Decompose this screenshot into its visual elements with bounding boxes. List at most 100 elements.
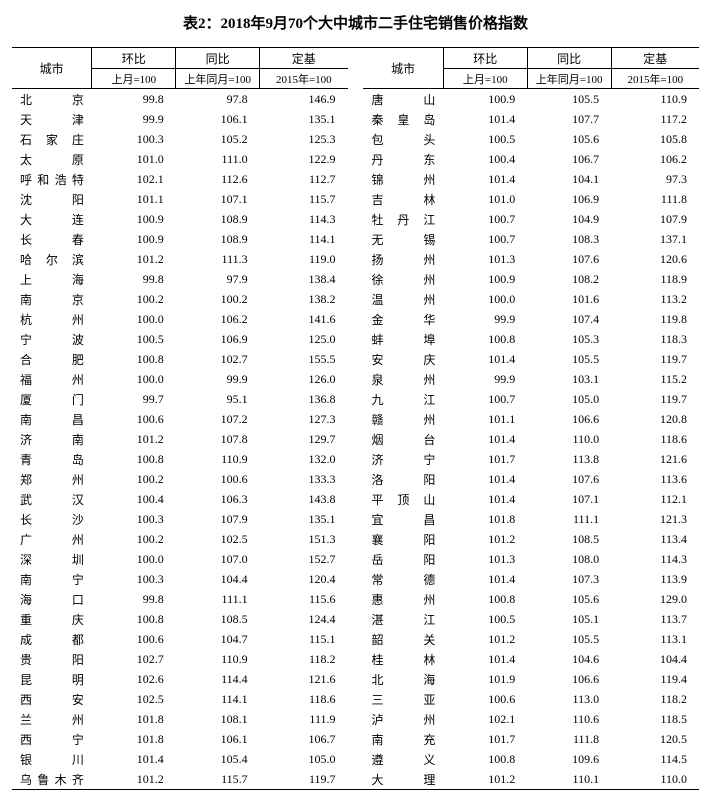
yoy-cell: 106.6 (527, 409, 611, 429)
yoy-cell: 114.4 (176, 669, 260, 689)
mom-cell: 100.9 (443, 89, 527, 110)
city-cell: 西 宁 (12, 729, 92, 749)
mom-cell: 99.9 (92, 109, 176, 129)
base-cell: 110.9 (611, 89, 699, 110)
base-cell: 118.2 (260, 649, 348, 669)
city-cell: 贵 阳 (12, 649, 92, 669)
mom-cell: 101.1 (443, 409, 527, 429)
city-cell: 昆 明 (12, 669, 92, 689)
yoy-cell: 102.5 (176, 529, 260, 549)
table-row: 沈 阳101.1107.1115.7吉 林101.0106.9111.8 (12, 189, 699, 209)
base-cell: 135.1 (260, 109, 348, 129)
table-row: 海 口99.8111.1115.6惠 州100.8105.6129.0 (12, 589, 699, 609)
base-cell: 138.4 (260, 269, 348, 289)
header-mom-right: 环比 (443, 48, 527, 69)
mom-cell: 100.5 (443, 609, 527, 629)
city-cell: 长 沙 (12, 509, 92, 529)
header-city-right: 城市 (363, 48, 443, 89)
table-row: 厦 门99.795.1136.8九 江100.7105.0119.7 (12, 389, 699, 409)
table-row: 南 昌100.6107.2127.3赣 州101.1106.6120.8 (12, 409, 699, 429)
table-title: 表2：2018年9月70个大中城市二手住宅销售价格指数 (12, 12, 699, 33)
city-cell: 大 理 (363, 769, 443, 790)
mom-cell: 101.2 (92, 769, 176, 790)
base-cell: 155.5 (260, 349, 348, 369)
mom-cell: 100.0 (92, 369, 176, 389)
yoy-cell: 99.9 (176, 369, 260, 389)
yoy-cell: 107.9 (176, 509, 260, 529)
mom-cell: 101.3 (443, 249, 527, 269)
yoy-cell: 111.8 (527, 729, 611, 749)
table-row: 武 汉100.4106.3143.8平 顶 山101.4107.1112.1 (12, 489, 699, 509)
city-cell: 襄 阳 (363, 529, 443, 549)
header-base-right: 定基 (611, 48, 699, 69)
yoy-cell: 108.2 (527, 269, 611, 289)
base-cell: 114.5 (611, 749, 699, 769)
table-row: 南 京100.2100.2138.2温 州100.0101.6113.2 (12, 289, 699, 309)
table-row: 长 春100.9108.9114.1无 锡100.7108.3137.1 (12, 229, 699, 249)
city-cell: 海 口 (12, 589, 92, 609)
table-row: 贵 阳102.7110.9118.2桂 林101.4104.6104.4 (12, 649, 699, 669)
base-cell: 115.6 (260, 589, 348, 609)
base-cell: 104.4 (611, 649, 699, 669)
yoy-cell: 111.0 (176, 149, 260, 169)
yoy-cell: 106.9 (527, 189, 611, 209)
header-yoy-right: 同比 (527, 48, 611, 69)
yoy-cell: 107.4 (527, 309, 611, 329)
base-cell: 119.0 (260, 249, 348, 269)
mom-cell: 100.5 (443, 129, 527, 149)
yoy-cell: 113.0 (527, 689, 611, 709)
table-row: 南 宁100.3104.4120.4常 德101.4107.3113.9 (12, 569, 699, 589)
mom-cell: 99.9 (443, 309, 527, 329)
yoy-cell: 107.6 (527, 469, 611, 489)
mom-cell: 100.2 (92, 529, 176, 549)
mom-cell: 99.8 (92, 89, 176, 110)
base-cell: 113.7 (611, 609, 699, 629)
mom-cell: 101.0 (92, 149, 176, 169)
yoy-cell: 106.7 (527, 149, 611, 169)
city-cell: 乌鲁木齐 (12, 769, 92, 790)
base-cell: 119.7 (260, 769, 348, 790)
yoy-cell: 115.7 (176, 769, 260, 790)
city-cell: 徐 州 (363, 269, 443, 289)
city-cell: 太 原 (12, 149, 92, 169)
mom-cell: 100.4 (443, 149, 527, 169)
city-cell: 南 京 (12, 289, 92, 309)
base-cell: 151.3 (260, 529, 348, 549)
mom-cell: 100.5 (92, 329, 176, 349)
table-row: 宁 波100.5106.9125.0蚌 埠100.8105.3118.3 (12, 329, 699, 349)
yoy-cell: 104.9 (527, 209, 611, 229)
city-cell: 福 州 (12, 369, 92, 389)
mom-cell: 101.2 (92, 429, 176, 449)
base-cell: 129.0 (611, 589, 699, 609)
base-cell: 143.8 (260, 489, 348, 509)
yoy-cell: 97.8 (176, 89, 260, 110)
yoy-cell: 95.1 (176, 389, 260, 409)
mom-cell: 102.5 (92, 689, 176, 709)
table-row: 乌鲁木齐101.2115.7119.7大 理101.2110.1110.0 (12, 769, 699, 790)
city-cell: 烟 台 (363, 429, 443, 449)
yoy-cell: 112.6 (176, 169, 260, 189)
city-cell: 长 春 (12, 229, 92, 249)
city-cell: 西 安 (12, 689, 92, 709)
base-cell: 136.8 (260, 389, 348, 409)
city-cell: 济 南 (12, 429, 92, 449)
yoy-cell: 106.2 (176, 309, 260, 329)
base-cell: 118.6 (611, 429, 699, 449)
yoy-cell: 107.0 (176, 549, 260, 569)
yoy-cell: 110.9 (176, 449, 260, 469)
base-cell: 121.6 (611, 449, 699, 469)
yoy-cell: 102.7 (176, 349, 260, 369)
yoy-cell: 114.1 (176, 689, 260, 709)
city-cell: 三 亚 (363, 689, 443, 709)
table-row: 青 岛100.8110.9132.0济 宁101.7113.8121.6 (12, 449, 699, 469)
base-cell: 125.0 (260, 329, 348, 349)
yoy-cell: 105.0 (527, 389, 611, 409)
mom-cell: 101.8 (92, 729, 176, 749)
subheader-mom-left: 上月=100 (92, 69, 176, 89)
city-cell: 南 宁 (12, 569, 92, 589)
price-index-table: 城市 环比 同比 定基 城市 环比 同比 定基 上月=100 上年同月=100 … (12, 47, 699, 790)
mom-cell: 101.2 (443, 529, 527, 549)
yoy-cell: 107.7 (527, 109, 611, 129)
city-cell: 武 汉 (12, 489, 92, 509)
yoy-cell: 108.1 (176, 709, 260, 729)
